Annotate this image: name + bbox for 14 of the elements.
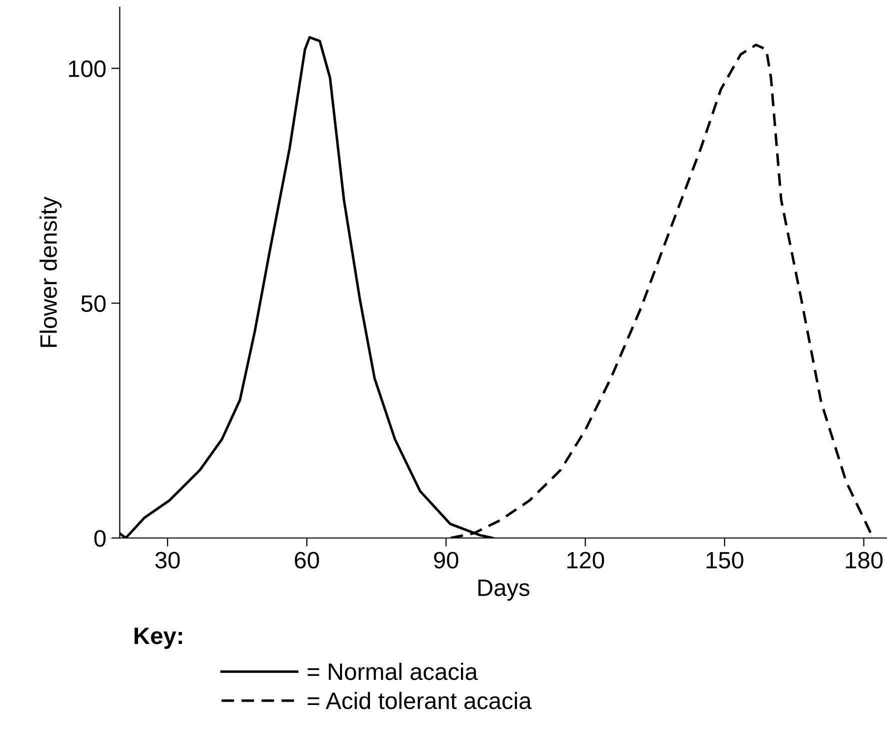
x-tick-label: 90: [434, 552, 458, 569]
y-axis-title: Flower density: [40, 196, 62, 347]
legend-title: Key:: [134, 628, 182, 649]
x-tick-label: 120: [567, 552, 604, 569]
x-tick-label: 150: [706, 552, 744, 569]
x-axis-title: Days: [478, 580, 530, 601]
x-tick-label: 180: [846, 552, 883, 569]
x-tick-label: 60: [294, 552, 320, 569]
x-tick-label: 30: [155, 552, 180, 569]
legend-label: = Acid tolerant acacia: [308, 692, 532, 710]
y-tick-label: 0: [94, 530, 106, 547]
legend-label: = Normal acacia: [308, 662, 478, 680]
y-tick-label: 50: [81, 295, 106, 312]
y-tick-label: 100: [68, 60, 106, 78]
